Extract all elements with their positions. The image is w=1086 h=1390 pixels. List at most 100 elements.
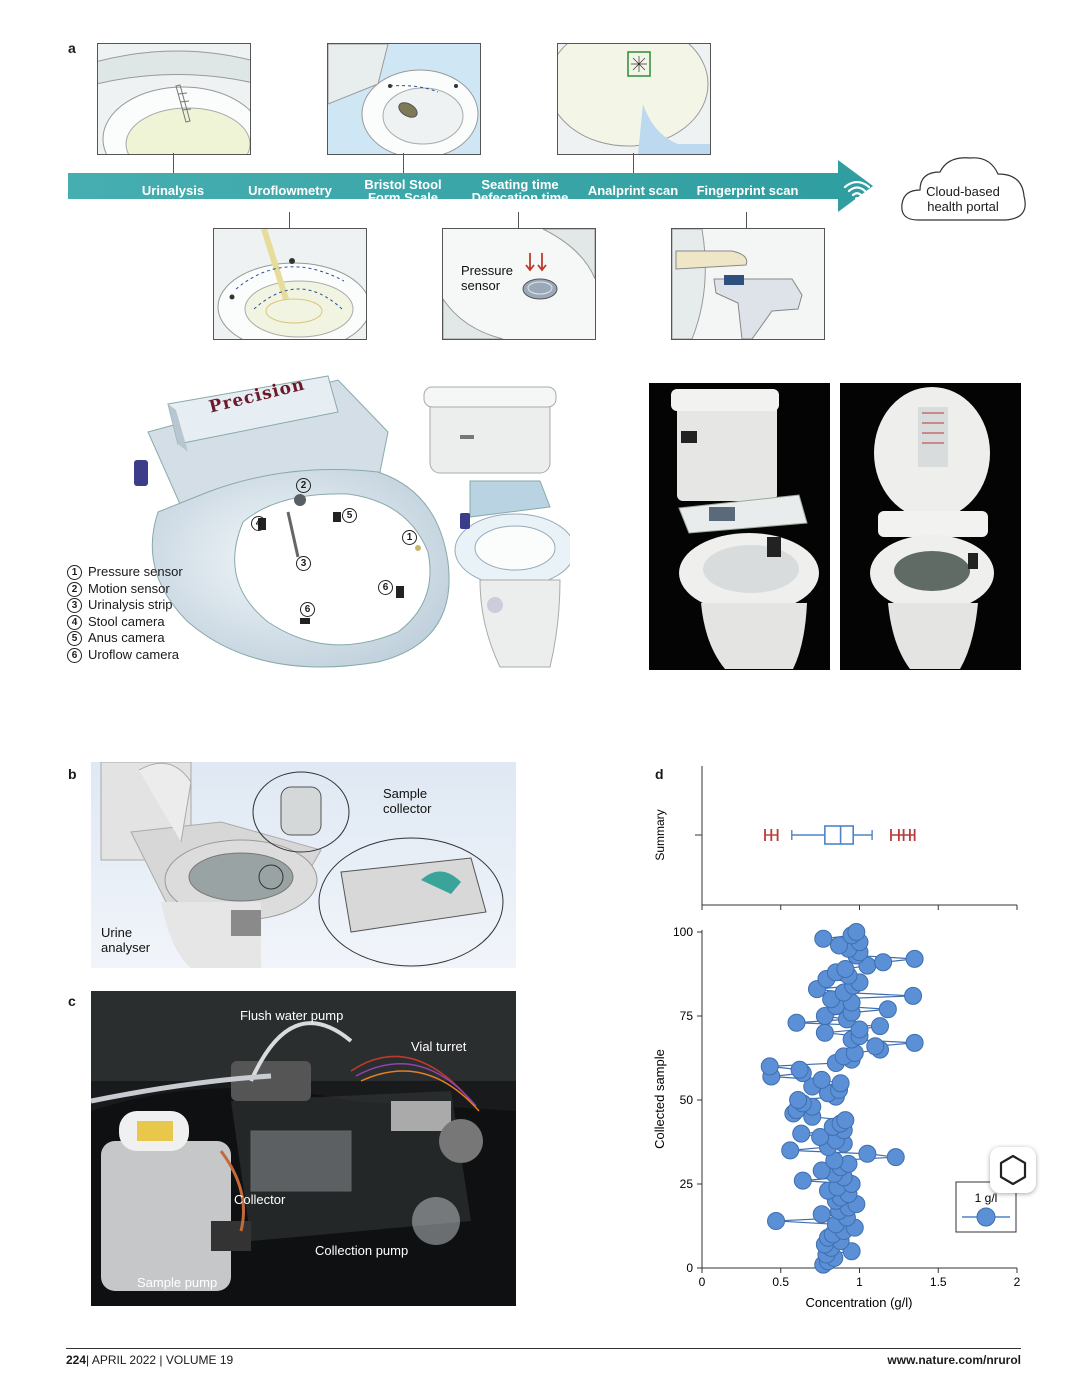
pressure-illustration [442, 228, 596, 340]
footer-rule [66, 1348, 1021, 1349]
data-point [850, 1020, 869, 1039]
y-tick-label: 100 [673, 925, 693, 939]
panel-a-label: a [68, 40, 76, 56]
data-point [815, 1023, 834, 1042]
step-bristol: Bristol Stool Form Scale [364, 177, 442, 205]
y-tick-label: 25 [680, 1177, 694, 1191]
step-analprint: Analprint scan [587, 183, 679, 198]
legend-row: 2 Motion sensor [67, 581, 183, 598]
step-fingerprint: Fingerprint scan [696, 183, 799, 198]
legend-row: 3 Urinalysis strip [67, 597, 183, 614]
bristol-illustration [327, 43, 481, 155]
vial-turret-label: Vial turret [411, 1039, 467, 1054]
legend-row: 6 Uroflow camera [67, 647, 183, 664]
marker-4: 4 [251, 516, 266, 531]
data-point [811, 1127, 830, 1146]
lab-setup-photo [91, 991, 516, 1306]
data-point [866, 1037, 885, 1056]
sample-collector-label: Sample collector [383, 786, 432, 816]
step-seating-time: Seating time Defecation time [471, 177, 569, 205]
journal-url[interactable]: www.nature.com/nrurol [887, 1353, 1021, 1367]
y-tick-label: 50 [680, 1093, 694, 1107]
data-point [781, 1141, 800, 1160]
uroflowmetry-illustration [213, 228, 367, 340]
pressure-sensor-label: Pressure sensor [461, 263, 514, 293]
stanford-toilet-render [423, 386, 570, 668]
marker-6b: 6 [300, 602, 315, 617]
chart-legend-label: 1 g/l [975, 1191, 998, 1205]
cloud-label: Cloud-based health portal [926, 184, 1000, 214]
urine-analyser-illustration [91, 762, 516, 968]
urine-analyser-label: Urine analyser [101, 925, 151, 955]
panel-d-label: d [655, 766, 664, 782]
data-point [767, 1211, 786, 1230]
data-point [790, 1060, 809, 1079]
summary-y-label: Summary [653, 809, 667, 860]
marker-6a: 6 [378, 580, 393, 595]
floating-settings-button[interactable] [990, 1147, 1036, 1193]
marker-1: 1 [402, 530, 417, 545]
x-tick-label: 1 [856, 1275, 863, 1289]
data-point [870, 1017, 889, 1036]
legend-row: 1 Pressure sensor [67, 564, 183, 581]
data-point [787, 1013, 806, 1032]
analprint-illustration [557, 43, 711, 155]
data-point [812, 1161, 831, 1180]
chart-legend-marker [976, 1207, 996, 1227]
fingerprint-illustration [671, 228, 825, 340]
data-point [905, 1033, 924, 1052]
step-urinalysis: Urinalysis [141, 183, 205, 198]
step-uroflowmetry: Uroflowmetry [248, 183, 332, 198]
legend-row: 4 Stool camera [67, 614, 183, 631]
urinalysis-illustration [97, 43, 251, 155]
y-tick-label: 75 [680, 1009, 694, 1023]
page-number: 224 [66, 1353, 87, 1367]
data-point [760, 1057, 779, 1076]
x-tick-label: 2 [1014, 1275, 1021, 1289]
data-point [830, 936, 849, 955]
marker-5: 5 [342, 508, 357, 523]
data-point [847, 923, 866, 941]
data-point [789, 1091, 808, 1109]
y-tick-label: 0 [686, 1261, 693, 1275]
box-iqr [824, 825, 855, 845]
footer-left: 224| APRIL 2022 | VOLUME 19 [66, 1353, 233, 1367]
data-point [812, 1070, 831, 1089]
concentration-chart: Summary 0 0.5 1 1.5 2 0 25 50 75 100 Collected sa… [652, 766, 1021, 1310]
timeline-arrow [68, 160, 873, 212]
marker-2: 2 [296, 478, 311, 493]
issue-info: | APRIL 2022 | VOLUME 19 [86, 1353, 234, 1367]
wifi-icon [843, 180, 871, 201]
seat-legend: 1 Pressure sensor 2 Motion sensor 3 Urinaly… [67, 564, 183, 663]
sample-pump-label: Sample pump [137, 1275, 218, 1290]
data-point [814, 929, 833, 948]
prototype-photo-left [649, 383, 830, 670]
data-point [812, 1205, 831, 1224]
collector-label: Collector [234, 1192, 286, 1207]
panel-b-label: b [68, 766, 77, 782]
data-point [836, 1111, 855, 1130]
x-tick-label: 0.5 [772, 1275, 789, 1289]
x-tick-label: 1.5 [930, 1275, 947, 1289]
cloud-icon [901, 157, 1026, 221]
series-segment [775, 1220, 836, 1225]
scatter-x-label: Concentration (g/l) [806, 1295, 913, 1310]
data-point [858, 1144, 877, 1163]
data-point [831, 1074, 850, 1093]
prototype-photo-right [840, 383, 1021, 670]
data-point [874, 953, 893, 972]
x-tick-label: 0 [699, 1275, 706, 1289]
legend-row: 5 Anus camera [67, 630, 183, 647]
data-point [904, 986, 923, 1005]
hexagon-icon [999, 1154, 1027, 1186]
marker-3: 3 [296, 556, 311, 571]
panel-c-label: c [68, 993, 76, 1009]
data-point [792, 1124, 811, 1143]
data-point [836, 959, 855, 978]
data-point [793, 1171, 812, 1190]
collection-pump-label: Collection pump [315, 1243, 409, 1258]
scatter-y-label: Collected sample [652, 1049, 667, 1149]
data-point [905, 949, 924, 968]
flush-water-pump-label: Flush water pump [240, 1008, 344, 1023]
data-point [878, 1000, 897, 1019]
